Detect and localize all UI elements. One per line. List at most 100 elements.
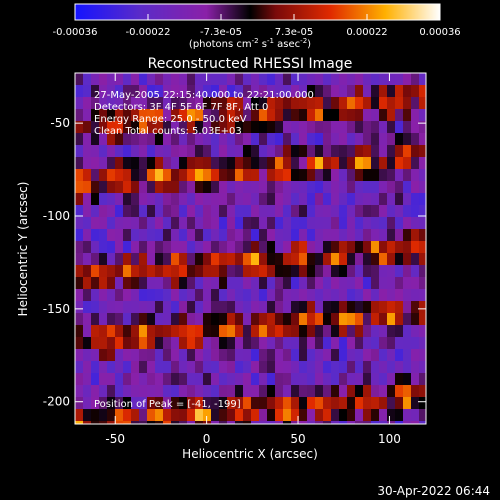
heatmap-cell <box>155 421 164 424</box>
heatmap-cell <box>259 169 268 182</box>
heatmap-cell <box>203 349 212 362</box>
heatmap-cell <box>83 193 92 206</box>
heatmap-cell <box>411 277 420 290</box>
heatmap-cell <box>267 169 276 182</box>
heatmap-cell <box>227 181 236 194</box>
x-tick-label: -50 <box>105 432 125 446</box>
heatmap-cell <box>323 289 332 302</box>
heatmap-cell <box>131 385 140 398</box>
heatmap-cell <box>331 145 340 158</box>
heatmap-cell <box>203 193 212 206</box>
heatmap-cell <box>331 349 340 362</box>
heatmap-cell <box>355 157 364 170</box>
heatmap-cell <box>291 313 300 326</box>
heatmap-cell <box>243 181 252 194</box>
heatmap-cell <box>123 301 132 314</box>
heatmap-cell <box>291 241 300 254</box>
heatmap-cell <box>219 385 228 398</box>
heatmap-cell <box>403 277 412 290</box>
heatmap-cell <box>139 385 148 398</box>
heatmap-cell <box>323 409 332 422</box>
heatmap-cell <box>371 373 380 386</box>
heatmap-cell <box>99 385 108 398</box>
heatmap-cell <box>339 145 348 158</box>
heatmap-cell <box>331 205 340 218</box>
heatmap-cell <box>395 121 404 134</box>
heatmap-cell <box>219 145 228 158</box>
heatmap-cell <box>115 289 124 302</box>
heatmap-cell <box>227 385 236 398</box>
heatmap-cell <box>371 181 380 194</box>
heatmap-cell <box>75 421 84 424</box>
heatmap-cell <box>259 241 268 254</box>
heatmap-cell <box>155 349 164 362</box>
heatmap-cell <box>171 397 180 410</box>
colorbar-units: (photons cm-2 s-1 asec-2) <box>189 37 311 50</box>
heatmap-cell <box>291 325 300 338</box>
heatmap-cell <box>251 217 260 230</box>
heatmap-cell <box>331 397 340 410</box>
heatmap-cell <box>235 277 244 290</box>
heatmap-cell <box>203 385 212 398</box>
heatmap-cell <box>139 373 148 386</box>
heatmap-cell <box>275 337 284 350</box>
annotation-line: 27-May-2005 22:15:40.000 to 22:21:00.000 <box>94 90 314 101</box>
heatmap-cell <box>99 133 108 146</box>
heatmap-cell <box>259 421 268 424</box>
heatmap-cell <box>219 313 228 326</box>
heatmap-cell <box>235 145 244 158</box>
heatmap-cell <box>83 277 92 290</box>
heatmap-cell <box>195 361 204 374</box>
heatmap-cell <box>155 361 164 374</box>
heatmap-cell <box>371 169 380 182</box>
heatmap-cell <box>371 97 380 110</box>
heatmap-cell <box>171 253 180 266</box>
heatmap-cell <box>299 301 308 314</box>
heatmap-cell <box>179 97 188 110</box>
heatmap-cell <box>99 169 108 182</box>
heatmap-cell <box>171 121 180 134</box>
heatmap-cell <box>403 73 412 86</box>
heatmap-cell <box>83 325 92 338</box>
heatmap-cell <box>275 121 284 134</box>
heatmap-cell <box>387 313 396 326</box>
heatmap-cell <box>123 265 132 278</box>
heatmap-cell <box>347 301 356 314</box>
heatmap-cell <box>267 397 276 410</box>
heatmap-cell <box>395 145 404 158</box>
heatmap-cell <box>323 133 332 146</box>
heatmap-cell <box>99 277 108 290</box>
heatmap-cell <box>227 217 236 230</box>
heatmap-cell <box>131 229 140 242</box>
heatmap-cell <box>179 421 188 424</box>
heatmap-cell <box>211 277 220 290</box>
heatmap-cell <box>323 361 332 374</box>
heatmap-cell <box>211 301 220 314</box>
heatmap-cell <box>131 181 140 194</box>
heatmap-cell <box>283 181 292 194</box>
heatmap-cell <box>363 217 372 230</box>
heatmap-cell <box>115 169 124 182</box>
heatmap-cell <box>123 157 132 170</box>
heatmap-cell <box>155 265 164 278</box>
heatmap-cell <box>91 325 100 338</box>
heatmap-cell <box>379 145 388 158</box>
heatmap-cell <box>179 253 188 266</box>
heatmap-cell <box>243 349 252 362</box>
heatmap-cell <box>83 397 92 410</box>
heatmap-cell <box>339 277 348 290</box>
heatmap-cell <box>179 181 188 194</box>
heatmap-cell <box>251 121 260 134</box>
heatmap-cell <box>123 217 132 230</box>
heatmap-cell <box>395 301 404 314</box>
heatmap-cell <box>283 109 292 122</box>
heatmap-cell <box>203 181 212 194</box>
heatmap-cell <box>107 325 116 338</box>
heatmap-cell <box>123 289 132 302</box>
heatmap-cell <box>339 397 348 410</box>
heatmap-cell <box>331 313 340 326</box>
heatmap-cell <box>299 277 308 290</box>
heatmap-cell <box>363 73 372 86</box>
heatmap-cell <box>219 349 228 362</box>
heatmap-cell <box>307 229 316 242</box>
